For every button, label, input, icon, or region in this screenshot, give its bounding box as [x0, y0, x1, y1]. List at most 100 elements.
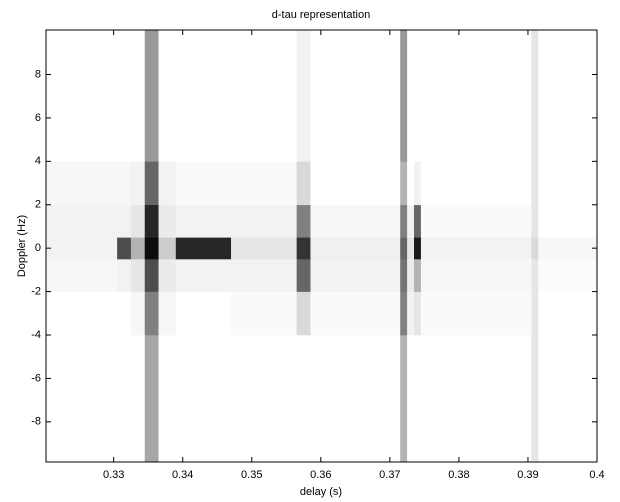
heat-cell [310, 291, 401, 336]
heat-cell [117, 259, 132, 292]
chart-title: d-tau representation [272, 9, 370, 21]
heat-cell [414, 161, 422, 206]
heat-cell [231, 161, 297, 206]
heat-cell [231, 30, 297, 162]
heat-cell [538, 161, 598, 206]
heat-cell [400, 30, 408, 162]
heat-cell [130, 237, 146, 260]
heat-cell [296, 335, 311, 463]
heat-cell [130, 30, 146, 162]
heat-cell [130, 335, 146, 463]
heat-cell [158, 291, 177, 336]
heat-cell [400, 237, 408, 260]
heat-cell [310, 204, 401, 238]
heat-cell [296, 204, 311, 238]
heat-cell [144, 291, 159, 336]
heat-cell [158, 237, 177, 260]
heat-cell [46, 259, 118, 292]
heat-cell [531, 237, 539, 260]
heat-cell [175, 30, 232, 162]
heat-cell [175, 291, 232, 336]
y-tick-label: 4 [35, 155, 41, 167]
heat-cell [231, 237, 297, 260]
heat-cell [420, 335, 532, 463]
heat-cell [538, 30, 598, 162]
x-tick-label: 0.35 [241, 469, 262, 481]
heat-cell [296, 237, 311, 260]
y-tick-label: 6 [35, 112, 41, 124]
heat-cell [158, 335, 177, 463]
heat-cell [400, 335, 408, 463]
y-tick-label: -4 [31, 329, 41, 341]
heat-cell [175, 259, 232, 292]
heat-cell [420, 291, 532, 336]
x-tick-label: 0.37 [379, 469, 400, 481]
heat-cell [538, 291, 598, 336]
heat-cell [310, 259, 401, 292]
heat-cell [531, 204, 539, 238]
heat-cell [296, 291, 311, 336]
heat-cell [400, 259, 408, 292]
x-tick-label: 0.36 [310, 469, 331, 481]
heat-cell [310, 237, 401, 260]
x-tick-label: 0.4 [589, 469, 604, 481]
heat-cell [420, 30, 532, 162]
heat-cell [231, 259, 297, 292]
heat-cell [231, 291, 297, 336]
heat-cell [46, 291, 118, 336]
heat-cell [46, 204, 118, 238]
heat-cell [175, 204, 232, 238]
heat-cell [407, 30, 415, 162]
heat-cell [414, 30, 422, 162]
heat-cell [117, 204, 132, 238]
heat-cell [144, 204, 159, 238]
x-axis-label: delay (s) [300, 486, 342, 498]
heat-cell [296, 161, 311, 206]
heat-cell [531, 161, 539, 206]
heat-cell [130, 291, 146, 336]
heat-cell [231, 204, 297, 238]
heat-cell [400, 161, 408, 206]
heat-cell [158, 161, 177, 206]
y-tick-label: 0 [35, 242, 41, 254]
heat-cell [158, 30, 177, 162]
heat-cell [46, 237, 118, 260]
heat-cell [296, 259, 311, 292]
y-tick-label: -2 [31, 285, 41, 297]
heat-cell [158, 259, 177, 292]
heat-cell [420, 259, 532, 292]
heat-cell [414, 204, 422, 238]
heat-cell [158, 204, 177, 238]
heat-cell [144, 161, 159, 206]
heat-cell [117, 291, 132, 336]
heat-cell [310, 335, 401, 463]
heat-cell [46, 335, 118, 463]
heat-cell [414, 291, 422, 336]
heat-cell [130, 259, 146, 292]
heat-cell [407, 335, 415, 463]
heat-cell [407, 259, 415, 292]
heat-cell [420, 204, 532, 238]
heat-cell [420, 161, 532, 206]
heat-cell [538, 259, 598, 292]
heat-cell [400, 204, 408, 238]
heat-cell [538, 237, 598, 260]
y-tick-label: -8 [31, 416, 41, 428]
heat-cell [144, 259, 159, 292]
x-tick-label: 0.38 [448, 469, 469, 481]
heat-cell [538, 335, 598, 463]
heat-cell [407, 204, 415, 238]
heat-cell [407, 161, 415, 206]
y-tick-label: 2 [35, 199, 41, 211]
heat-cell [310, 30, 401, 162]
heat-cell [46, 161, 118, 206]
heat-cell [531, 291, 539, 336]
heat-cell [130, 204, 146, 238]
heat-cell [117, 237, 132, 260]
y-axis-label: Doppler (Hz) [16, 215, 28, 277]
heat-cell [144, 335, 159, 463]
heat-cell [117, 30, 132, 162]
x-tick-label: 0.39 [517, 469, 538, 481]
heat-cell [414, 335, 422, 463]
